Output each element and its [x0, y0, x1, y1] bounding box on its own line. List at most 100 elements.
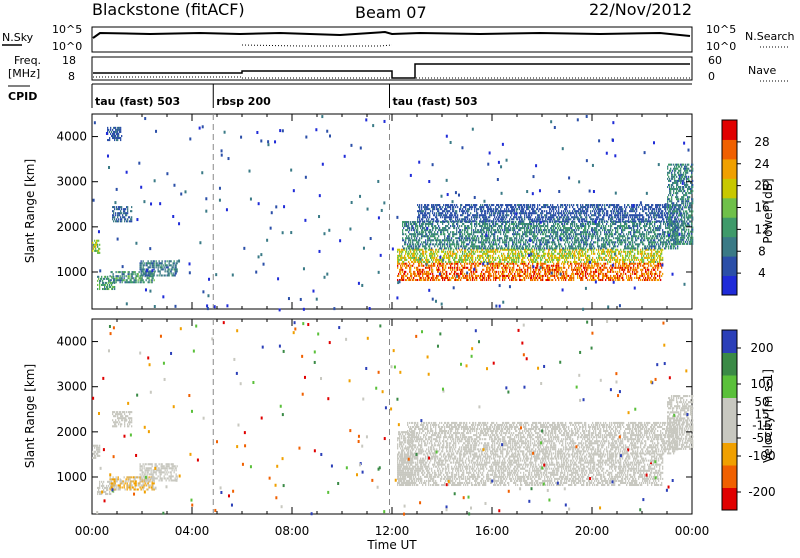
heatmap-cell	[597, 231, 598, 233]
heatmap-cell	[500, 261, 501, 263]
heatmap-cell	[476, 239, 477, 241]
heatmap-cell	[629, 225, 630, 227]
cpid-segment-label: tau (fast) 503	[95, 95, 180, 108]
heatmap-cell	[477, 261, 478, 263]
heatmap-cell	[660, 263, 661, 265]
heatmap-cell	[506, 239, 507, 241]
heatmap-cell	[470, 277, 471, 279]
heatmap-cell	[514, 229, 515, 231]
heatmap-cell	[598, 275, 599, 277]
heatmap-cell	[660, 239, 661, 241]
heatmap-cell	[142, 262, 143, 264]
heatmap-cell	[592, 247, 593, 249]
heatmap-cell	[628, 275, 629, 277]
heatmap-cell	[607, 263, 608, 265]
noise-left-tick-high: 10^5	[52, 23, 82, 36]
heatmap-cell	[564, 239, 565, 241]
heatmap-cell	[569, 229, 570, 231]
heatmap-cell	[634, 259, 635, 261]
heatmap-cell	[605, 279, 606, 281]
heatmap-cell	[585, 229, 586, 231]
heatmap-cell	[639, 277, 640, 279]
heatmap-cell	[553, 265, 554, 267]
heatmap-cell	[611, 255, 612, 257]
heatmap-cell	[504, 255, 505, 257]
heatmap-cell	[643, 261, 644, 263]
heatmap-cell	[469, 241, 470, 243]
heatmap-cell	[598, 263, 599, 265]
heatmap-cell	[482, 245, 483, 247]
heatmap-cell	[131, 206, 132, 208]
heatmap-cell	[508, 261, 509, 263]
heatmap-cell	[409, 237, 410, 239]
heatmap-cell	[523, 241, 524, 243]
heatmap-cell	[650, 227, 651, 229]
heatmap-cell	[406, 259, 407, 261]
heatmap-cell	[545, 261, 546, 263]
heatmap-cell	[617, 271, 618, 273]
heatmap-cell	[398, 257, 399, 259]
heatmap-cell	[542, 279, 543, 281]
heatmap-cell	[525, 263, 526, 265]
heatmap-cell	[552, 235, 553, 237]
heatmap-cell	[595, 235, 596, 237]
heatmap-cell	[160, 270, 161, 272]
heatmap-cell	[648, 253, 649, 255]
heatmap-cell	[504, 231, 505, 233]
heatmap-cell	[661, 275, 662, 277]
heatmap-cell	[169, 268, 170, 270]
heatmap-cell	[149, 279, 150, 281]
heatmap-cell	[127, 212, 128, 214]
heatmap-cell	[489, 277, 490, 279]
heatmap-cell	[481, 247, 482, 249]
heatmap-cell	[619, 263, 620, 265]
heatmap-cell	[625, 273, 626, 275]
heatmap-cell	[536, 277, 537, 279]
heatmap-cell	[433, 259, 434, 261]
heatmap-cell	[437, 223, 438, 225]
heatmap-cell	[469, 255, 470, 257]
heatmap-cell	[400, 273, 401, 275]
heatmap-cell	[629, 259, 630, 261]
heatmap-cell	[169, 274, 170, 276]
heatmap-cell	[450, 279, 451, 281]
heatmap-cell	[99, 286, 100, 288]
heatmap-cell	[520, 229, 521, 231]
heatmap-cell	[562, 253, 563, 255]
heatmap-cell	[429, 247, 430, 249]
heatmap-cell	[432, 229, 433, 231]
heatmap-cell	[484, 279, 485, 281]
heatmap-cell	[422, 243, 423, 245]
heatmap-cell	[640, 265, 641, 267]
heatmap-cell	[634, 223, 635, 225]
heatmap-cell	[447, 277, 448, 279]
heatmap-cell	[489, 223, 490, 225]
heatmap-cell	[654, 257, 655, 259]
heatmap-cell	[518, 225, 519, 227]
heatmap-cell	[607, 253, 608, 255]
heatmap-cell	[651, 223, 652, 225]
heatmap-cell	[120, 216, 121, 218]
heatmap-cell	[620, 275, 621, 277]
heatmap-cell	[579, 227, 580, 229]
heatmap-cell	[597, 233, 598, 235]
heatmap-cell	[642, 231, 643, 233]
heatmap-cell	[475, 259, 476, 261]
heatmap-cell	[461, 231, 462, 233]
heatmap-cell	[151, 260, 152, 262]
heatmap-cell	[578, 237, 579, 239]
heatmap-cell	[475, 229, 476, 231]
heatmap-cell	[501, 227, 502, 229]
heatmap-cell	[568, 243, 569, 245]
heatmap-cell	[406, 235, 407, 237]
heatmap-cell	[441, 233, 442, 235]
heatmap-cell	[425, 239, 426, 241]
heatmap-cell	[437, 237, 438, 239]
heatmap-cell	[423, 265, 424, 267]
heatmap-cell	[495, 273, 496, 275]
heatmap-cell	[562, 237, 563, 239]
heatmap-cell	[419, 231, 420, 233]
heatmap-cell	[423, 231, 424, 233]
heatmap-cell	[584, 261, 585, 263]
heatmap-cell	[447, 245, 448, 247]
